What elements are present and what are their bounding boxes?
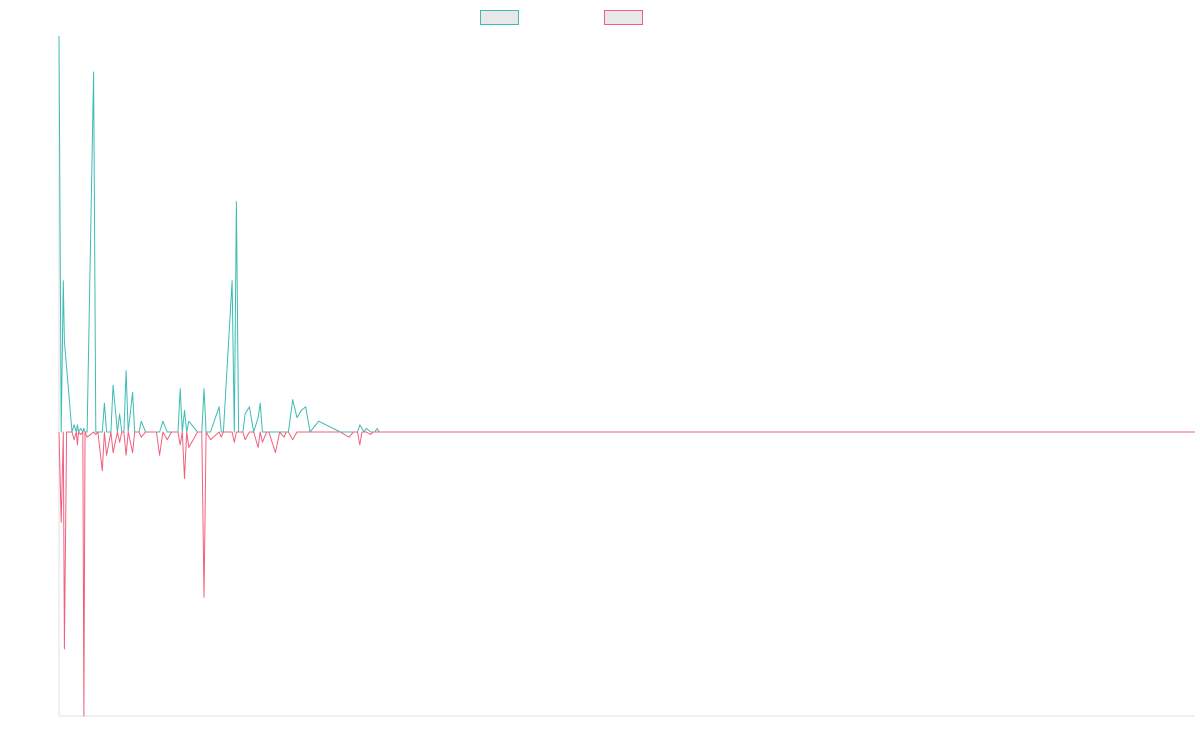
series-line-1 [58,35,1195,433]
series-line-2 [58,431,1195,717]
legend-swatch-series-1[interactable] [480,10,519,25]
legend-swatch-series-2[interactable] [604,10,643,25]
